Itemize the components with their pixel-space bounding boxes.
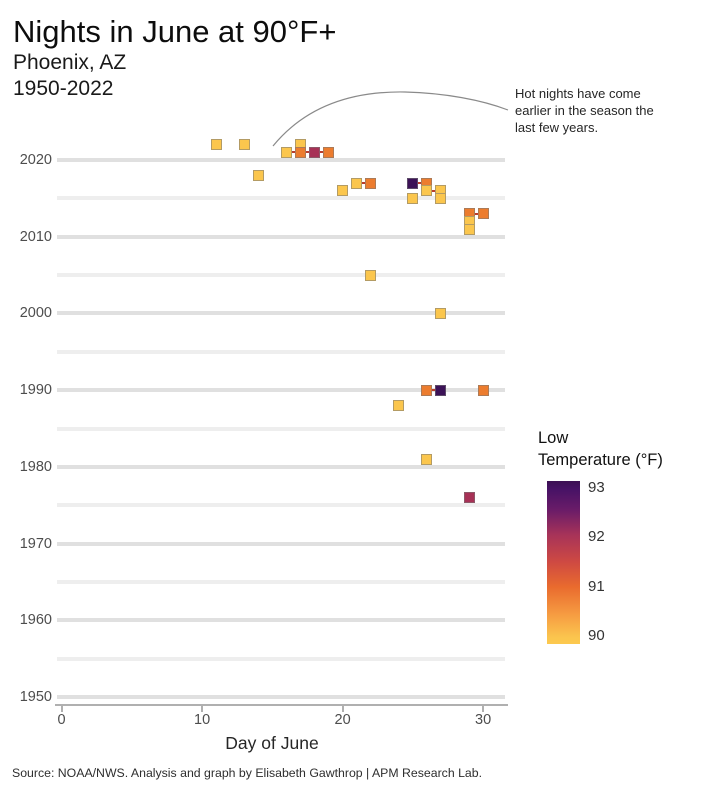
gridline-minor-1955 bbox=[57, 656, 505, 661]
x-tick-label-20: 20 bbox=[334, 712, 351, 728]
legend-tick-label-91: 91 bbox=[588, 577, 605, 595]
chart-subtitle-location: Phoenix, AZ bbox=[13, 51, 127, 74]
page-title: Nights in June at 90°F+ bbox=[13, 14, 337, 49]
connector-2016-day26 bbox=[426, 189, 441, 192]
gridline-minor-2015 bbox=[57, 196, 505, 201]
gridline-major-1990 bbox=[57, 388, 505, 393]
connector-2021-day17 bbox=[300, 151, 315, 154]
gridline-minor-1975 bbox=[57, 503, 505, 508]
data-point-2016-june26 bbox=[421, 185, 433, 197]
connector-2017-day21 bbox=[356, 182, 371, 185]
connector-2013-day29 bbox=[469, 212, 484, 215]
gridline-major-1960 bbox=[57, 618, 505, 623]
x-tick-30 bbox=[482, 706, 485, 712]
annotation-line-3: last few years. bbox=[515, 120, 599, 135]
data-point-2015-june27 bbox=[435, 192, 447, 204]
data-point-2015-june25 bbox=[407, 192, 419, 204]
gridline-minor-1995 bbox=[57, 349, 505, 354]
legend-tick-label-90: 90 bbox=[588, 626, 605, 644]
chart-subtitle-years: 1950-2022 bbox=[13, 77, 114, 100]
data-point-2005-june22 bbox=[365, 269, 377, 281]
data-point-2022-june11 bbox=[210, 139, 222, 151]
legend-title: Low Temperature (°F) bbox=[538, 427, 663, 471]
gridline-major-1970 bbox=[57, 541, 505, 546]
gridline-minor-2005 bbox=[57, 273, 505, 278]
data-point-1990-june30 bbox=[477, 384, 489, 396]
data-point-1990-june26 bbox=[421, 384, 433, 396]
data-point-2021-june19 bbox=[323, 146, 335, 158]
data-point-2000-june27 bbox=[435, 307, 447, 319]
y-tick-label-1990: 1990 bbox=[19, 382, 52, 399]
y-tick-label-1980: 1980 bbox=[19, 458, 52, 475]
x-axis-line bbox=[55, 704, 508, 706]
data-point-2017-june22 bbox=[365, 177, 377, 189]
data-point-2021-june17 bbox=[294, 146, 306, 158]
data-point-1981-june26 bbox=[421, 453, 433, 465]
x-tick-label-10: 10 bbox=[194, 712, 211, 728]
y-tick-label-1950: 1950 bbox=[19, 689, 52, 706]
connector-2017-day25 bbox=[412, 182, 427, 185]
annotation: Hot nights have come earlier in the seas… bbox=[515, 85, 654, 136]
x-tick-0 bbox=[60, 706, 63, 712]
gridline-major-2020 bbox=[57, 158, 505, 162]
y-tick-label-2010: 2010 bbox=[19, 228, 52, 245]
data-point-1976-june29 bbox=[463, 492, 475, 504]
source-credit: Source: NOAA/NWS. Analysis and graph by … bbox=[12, 766, 483, 780]
annotation-line-2: earlier in the season the bbox=[515, 103, 654, 118]
legend-colorbar bbox=[547, 481, 580, 644]
gridline-major-1950 bbox=[57, 695, 505, 700]
gridline-minor-1965 bbox=[57, 579, 505, 584]
data-point-2022-june13 bbox=[238, 139, 250, 151]
data-point-1988-june24 bbox=[393, 400, 405, 411]
x-tick-label-0: 0 bbox=[57, 712, 66, 728]
gridline-major-2010 bbox=[57, 234, 505, 239]
legend-title-line-2: Temperature (°F) bbox=[538, 451, 663, 469]
data-point-2017-june25 bbox=[407, 177, 419, 189]
gridline-major-2000 bbox=[57, 311, 505, 316]
legend-tick-label-92: 92 bbox=[588, 528, 605, 546]
y-tick-label-2020: 2020 bbox=[19, 152, 52, 168]
connector-2021-day18 bbox=[314, 151, 329, 154]
data-point-2021-june16 bbox=[280, 146, 292, 158]
x-tick-10 bbox=[201, 706, 204, 712]
data-point-1990-june27 bbox=[435, 384, 447, 396]
data-point-2013-june30 bbox=[477, 208, 489, 220]
annotation-line-1: Hot nights have come bbox=[515, 86, 641, 101]
x-tick-label-30: 30 bbox=[475, 712, 492, 728]
connector-2021-day16 bbox=[286, 151, 301, 154]
data-point-2018-june14 bbox=[252, 169, 264, 181]
legend-title-line-1: Low bbox=[538, 429, 569, 447]
data-point-2016-june20 bbox=[337, 185, 349, 197]
y-tick-label-1960: 1960 bbox=[19, 612, 52, 629]
gridline-major-1980 bbox=[57, 464, 505, 469]
gridline-minor-1985 bbox=[57, 426, 505, 431]
legend-tick-label-93: 93 bbox=[588, 479, 605, 496]
connector-1990-day26 bbox=[426, 389, 441, 392]
data-point-2021-june18 bbox=[309, 146, 320, 158]
x-tick-20 bbox=[341, 706, 344, 712]
y-tick-label-2000: 2000 bbox=[19, 305, 52, 322]
x-axis-title: Day of June bbox=[225, 733, 319, 753]
y-tick-label-1970: 1970 bbox=[19, 535, 52, 552]
data-point-2017-june21 bbox=[351, 177, 363, 189]
data-point-2011-june29 bbox=[463, 223, 475, 235]
